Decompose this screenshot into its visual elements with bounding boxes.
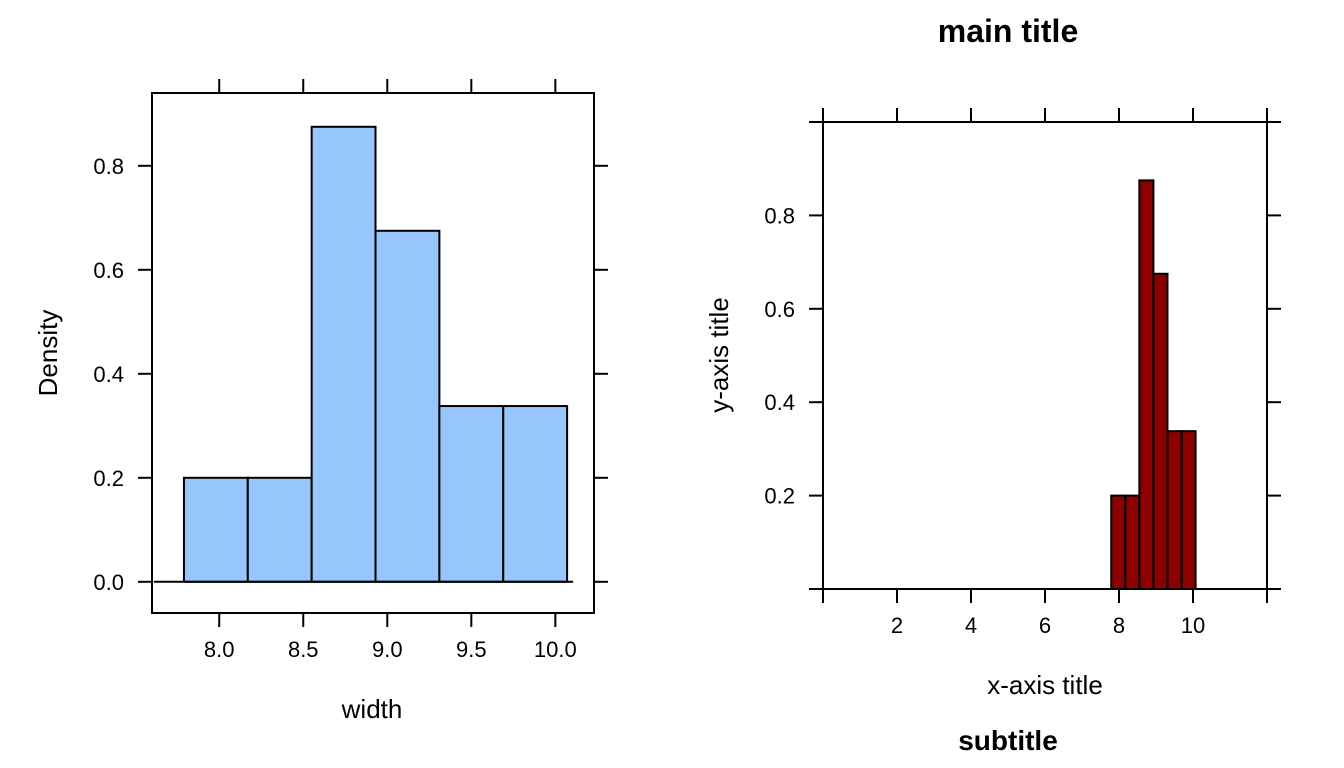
right-histogram-bar (1180, 430, 1197, 590)
left-y-tick-label: 0.4 (93, 362, 124, 387)
left-panel-frame (151, 92, 595, 614)
right-axis-ticks: 2 4 6 8 10 0.2 0.4 0.6 0.8 (764, 108, 1281, 638)
right-x-tick-label: 10 (1181, 613, 1205, 638)
right-histogram-bar (1138, 179, 1155, 590)
left-histogram-panel: 8.0 8.5 9.0 9.5 10.0 0.0 0.2 0.4 0.6 0.8 width De… (33, 79, 608, 724)
right-y-tick-label: 0.4 (764, 390, 795, 415)
left-y-tick-label: 0.0 (93, 570, 124, 595)
left-x-tick-label: 8.0 (204, 637, 235, 662)
right-panel-frame (822, 121, 1268, 590)
right-y-tick-label: 0.2 (764, 484, 795, 509)
left-histogram-bar (182, 476, 249, 583)
left-x-tick-label: 10.0 (534, 637, 577, 662)
left-y-axis-title: Density (33, 310, 63, 397)
left-histogram-bars (153, 125, 574, 583)
left-x-tick-label: 9.0 (372, 637, 403, 662)
right-y-tick-label: 0.6 (764, 297, 795, 322)
right-histogram-bar (1152, 272, 1169, 590)
right-x-tick-label: 8 (1113, 613, 1125, 638)
left-histogram-bar (310, 125, 377, 583)
right-x-tick-label: 4 (965, 613, 977, 638)
right-x-tick-label: 2 (891, 613, 903, 638)
left-axis-ticks: 8.0 8.5 9.0 9.5 10.0 0.0 0.2 0.4 0.6 0.8 (93, 79, 608, 662)
left-histogram-bar (438, 405, 505, 583)
right-histogram-panel: main title 2 4 6 8 10 0.2 0.4 0.6 0.8 x-axis tit… (704, 13, 1281, 756)
left-y-tick-label: 0.8 (93, 154, 124, 179)
left-y-tick-label: 0.2 (93, 466, 124, 491)
main-title: main title (938, 13, 1078, 49)
right-histogram-bars (1110, 179, 1197, 591)
left-y-tick-label: 0.6 (93, 258, 124, 283)
right-histogram-bar (1110, 494, 1127, 591)
right-x-axis-title: x-axis title (987, 670, 1103, 700)
right-histogram-bar (1124, 494, 1141, 591)
right-y-tick-label: 0.8 (764, 203, 795, 228)
left-x-tick-label: 9.5 (456, 637, 487, 662)
subtitle: subtitle (958, 725, 1058, 756)
right-x-tick-label: 6 (1039, 613, 1051, 638)
left-x-tick-label: 8.5 (288, 637, 319, 662)
left-x-axis-title: width (341, 694, 403, 724)
left-histogram-bar (374, 229, 441, 583)
left-histogram-bar (502, 405, 569, 583)
left-histogram-bar (246, 476, 313, 583)
right-y-axis-title: y-axis title (704, 297, 734, 413)
right-histogram-bar (1166, 430, 1183, 590)
